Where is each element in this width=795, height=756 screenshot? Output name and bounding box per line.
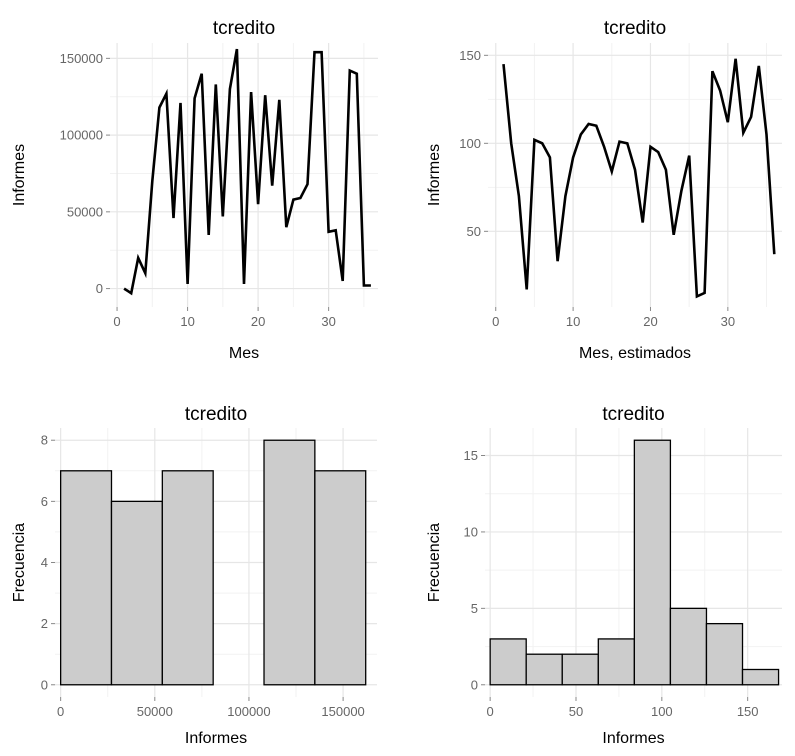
- y-tick-label: 10: [464, 524, 478, 539]
- y-tick-label: 6: [41, 494, 48, 509]
- x-tick-label: 0: [487, 704, 494, 719]
- histogram-bar: [489, 638, 527, 686]
- x-tick-label: 10: [180, 314, 194, 329]
- x-tick-label: 100000: [227, 704, 270, 719]
- x-axis-label: Mes: [229, 345, 259, 362]
- chart-title: tcredito: [602, 404, 664, 425]
- y-tick-label: 15: [464, 448, 478, 463]
- x-tick-label: 0: [113, 314, 120, 329]
- series-line: [502, 58, 776, 299]
- chart-panel-2: 0 10 20 30 50 100 150 tcredito Mes, estimados Inf…: [426, 18, 782, 362]
- histogram-bar: [314, 470, 367, 686]
- y-tick-label: 0: [96, 281, 103, 296]
- chart-panel-4: 0 50 100 150 0 5 10 15 tcredito Informes Frecuenci…: [426, 404, 782, 747]
- x-tick-label: 30: [721, 314, 735, 329]
- x-tick-label: 150: [737, 704, 759, 719]
- histogram-bar: [110, 500, 163, 686]
- chart-panel-3: 0 50000 100000 150000 0 2 4 6 8 tcredito Informes F…: [11, 404, 377, 747]
- x-axis-label: Informes: [185, 730, 247, 747]
- chart-title: tcredito: [185, 404, 247, 425]
- x-tick-label: 10: [566, 314, 580, 329]
- histogram-bar: [263, 439, 316, 686]
- histogram-bar: [161, 470, 214, 686]
- y-axis-label: Informes: [426, 144, 443, 206]
- y-tick-label: 50000: [67, 204, 103, 219]
- y-tick-label: 150000: [60, 51, 103, 66]
- x-axis-label: Informes: [602, 730, 664, 747]
- y-tick-label: 8: [41, 433, 48, 448]
- histogram-bar: [525, 653, 563, 686]
- chart-title: tcredito: [213, 18, 275, 39]
- x-tick-label: 20: [643, 314, 657, 329]
- x-tick-label: 50: [569, 704, 583, 719]
- y-axis-label: Frecuencia: [11, 523, 28, 602]
- x-tick-label: 30: [321, 314, 335, 329]
- y-tick-label: 150: [459, 48, 481, 63]
- histogram-bar: [741, 668, 780, 686]
- histogram-bar: [59, 470, 113, 686]
- y-tick-label: 5: [471, 601, 478, 616]
- y-axis-label: Frecuencia: [426, 523, 443, 602]
- histogram-bar: [705, 622, 744, 686]
- y-tick-label: 4: [41, 555, 48, 570]
- y-tick-label: 100: [459, 136, 481, 151]
- x-axis-label: Mes, estimados: [579, 345, 691, 362]
- x-tick-label: 0: [57, 704, 64, 719]
- histogram-bar: [597, 638, 636, 686]
- x-tick-label: 50000: [137, 704, 173, 719]
- x-tick-label: 0: [492, 314, 499, 329]
- x-tick-label: 20: [251, 314, 265, 329]
- histogram-bar: [561, 653, 599, 686]
- y-tick-label: 100000: [60, 128, 103, 143]
- histogram-bar: [669, 607, 708, 686]
- chart-panel-1: 0 10 20 30 0 50000 100000 150000 tcredito Mes Info…: [11, 18, 378, 362]
- x-tick-label: 100: [651, 704, 673, 719]
- x-tick-label: 150000: [321, 704, 364, 719]
- y-tick-label: 2: [41, 616, 48, 631]
- y-tick-label: 0: [41, 677, 48, 692]
- chart-title: tcredito: [604, 18, 666, 39]
- histogram-bar: [633, 439, 672, 686]
- y-axis-label: Informes: [11, 144, 28, 206]
- series-line: [123, 48, 371, 296]
- y-tick-label: 50: [467, 224, 481, 239]
- y-tick-label: 0: [471, 677, 478, 692]
